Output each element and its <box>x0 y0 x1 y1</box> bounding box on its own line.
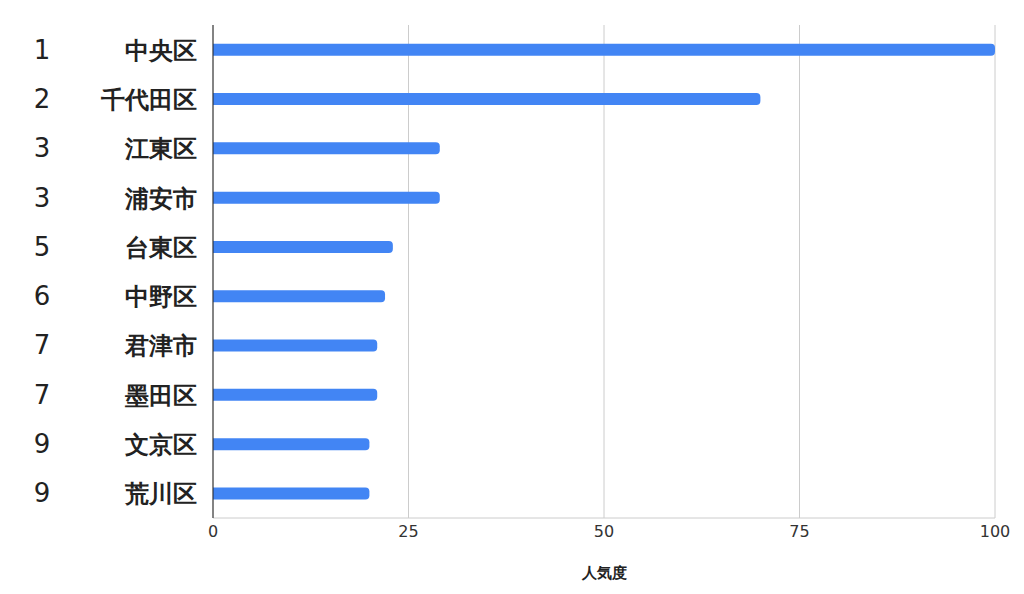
svg-text:100: 100 <box>980 522 1011 541</box>
svg-text:1: 1 <box>34 35 51 65</box>
svg-text:50: 50 <box>594 522 614 541</box>
svg-text:2: 2 <box>34 84 51 114</box>
svg-text:人気度: 人気度 <box>581 564 627 582</box>
svg-text:7: 7 <box>34 330 51 360</box>
svg-text:君津市: 君津市 <box>124 332 197 360</box>
svg-text:中央区: 中央区 <box>125 37 197 65</box>
svg-text:3: 3 <box>34 133 51 163</box>
svg-text:6: 6 <box>34 281 51 311</box>
svg-text:中野区: 中野区 <box>125 283 197 311</box>
svg-text:0: 0 <box>208 522 218 541</box>
svg-text:9: 9 <box>34 478 51 508</box>
svg-text:荒川区: 荒川区 <box>124 480 197 508</box>
svg-text:7: 7 <box>34 380 51 410</box>
svg-text:墨田区: 墨田区 <box>124 382 197 410</box>
svg-text:江東区: 江東区 <box>124 135 197 163</box>
svg-text:千代田区: 千代田区 <box>100 86 197 114</box>
svg-text:75: 75 <box>789 522 809 541</box>
svg-text:浦安市: 浦安市 <box>124 185 197 213</box>
svg-text:文京区: 文京区 <box>125 431 197 459</box>
svg-text:台東区: 台東区 <box>125 234 197 262</box>
svg-text:25: 25 <box>398 522 418 541</box>
svg-text:3: 3 <box>34 183 51 213</box>
svg-text:5: 5 <box>34 232 51 262</box>
svg-text:9: 9 <box>34 429 51 459</box>
